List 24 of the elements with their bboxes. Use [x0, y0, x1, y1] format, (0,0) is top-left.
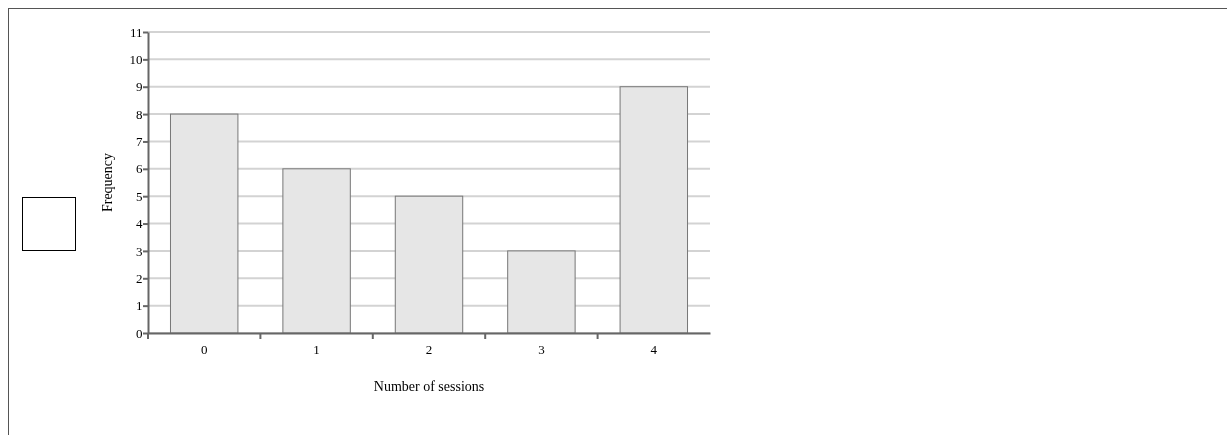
x-tick-label: 1 [313, 342, 320, 358]
bar [619, 86, 689, 334]
x-tick-label: 4 [650, 342, 658, 358]
bar [169, 113, 239, 334]
y-tick-label: 6 [136, 161, 144, 177]
y-tick-label: 2 [136, 270, 143, 286]
y-tick-label: 11 [130, 24, 143, 40]
bar [282, 168, 351, 334]
x-tick-label: 0 [200, 342, 208, 358]
y-tick-label: 10 [129, 52, 143, 68]
x-axis-title: Number of sessions [373, 379, 485, 394]
y-tick-label: 8 [136, 106, 143, 122]
y-tick-label: 5 [136, 188, 143, 204]
x-tick-label: 3 [538, 342, 545, 358]
y-tick-label: 3 [136, 243, 143, 259]
bar [394, 195, 464, 334]
y-tick-label: 7 [136, 134, 144, 150]
x-tick-label: 2 [425, 342, 433, 358]
y-axis-title: Frequency [100, 152, 115, 213]
bar [507, 250, 576, 334]
y-tick-label: 1 [136, 298, 143, 314]
y-tick-label: 0 [136, 325, 143, 341]
y-tick-label: 9 [136, 79, 143, 95]
y-tick-label: 4 [136, 216, 144, 232]
